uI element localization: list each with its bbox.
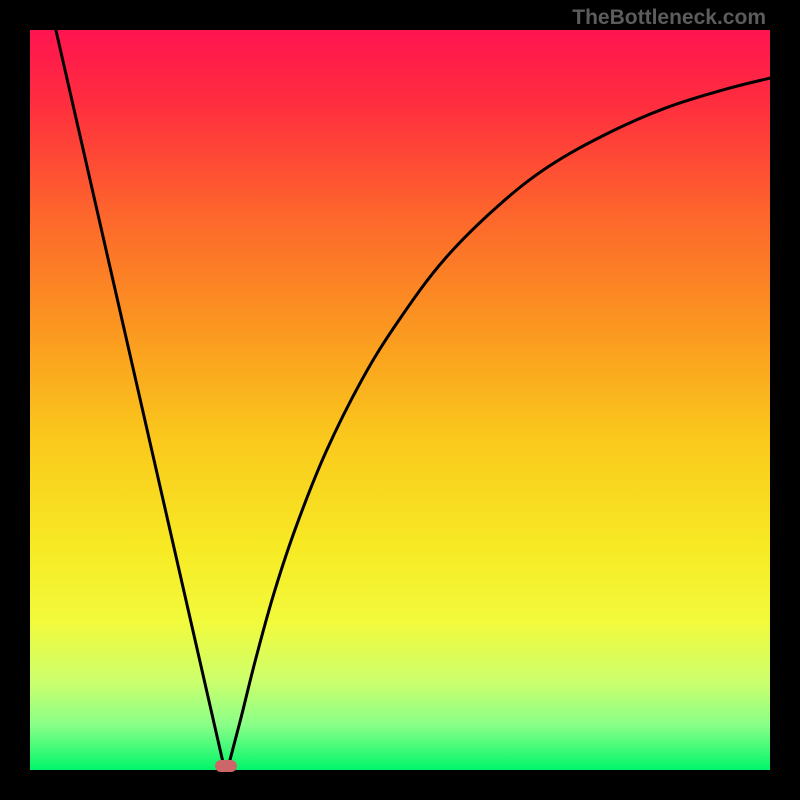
minimum-marker — [215, 760, 237, 772]
bottleneck-curve — [56, 30, 770, 766]
plot-area — [30, 30, 770, 770]
curve-layer — [30, 30, 770, 770]
watermark-text: TheBottleneck.com — [572, 6, 766, 30]
